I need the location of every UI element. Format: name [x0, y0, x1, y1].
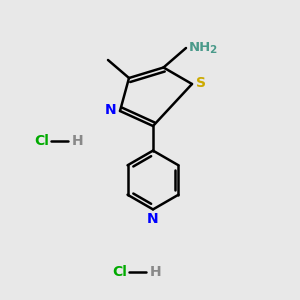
Text: Cl: Cl	[112, 265, 128, 278]
Text: N: N	[147, 212, 159, 226]
Text: NH: NH	[189, 41, 211, 54]
Text: 2: 2	[209, 45, 217, 56]
Text: Cl: Cl	[34, 134, 50, 148]
Text: H: H	[149, 265, 161, 278]
Text: N: N	[105, 103, 116, 117]
Text: H: H	[71, 134, 83, 148]
Text: S: S	[196, 76, 206, 90]
